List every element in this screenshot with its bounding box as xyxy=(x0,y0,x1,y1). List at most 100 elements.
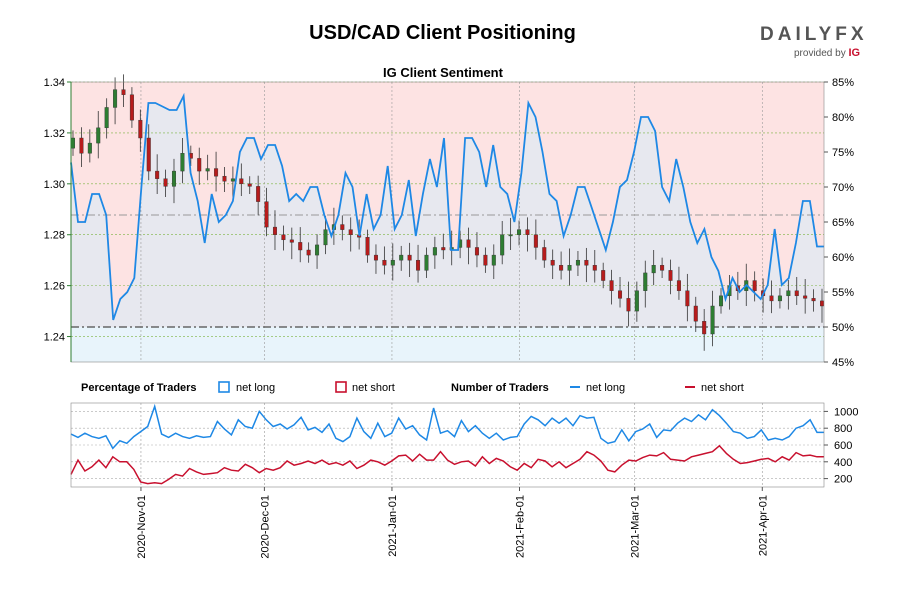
candle-body xyxy=(104,107,109,129)
price-panel-grid xyxy=(71,81,824,362)
candle-body xyxy=(651,265,656,274)
candle-body xyxy=(298,242,303,251)
candle-body xyxy=(533,234,538,248)
candle-body xyxy=(474,247,479,256)
candle-body xyxy=(79,137,84,154)
percent-tick-label: 50% xyxy=(832,322,854,334)
percent-tick-label: 70% xyxy=(832,182,854,194)
legend: Percentage of Traders net long net short… xyxy=(81,381,744,394)
date-tick-label: 2020-Dec-01 xyxy=(259,495,271,559)
candle-body xyxy=(146,137,151,172)
candle-body xyxy=(239,178,244,185)
candle-body xyxy=(668,270,673,281)
candle-body xyxy=(323,229,328,246)
candle-body xyxy=(525,229,530,235)
percent-tick-label: 65% xyxy=(832,217,854,229)
traders-tick-label: 600 xyxy=(834,440,852,452)
legend-number-title: Number of Traders xyxy=(451,382,549,394)
candle-body xyxy=(609,280,614,291)
traders-panel-grid xyxy=(71,403,824,487)
traders-tick-label: 800 xyxy=(834,423,852,435)
page-title: USD/CAD Client Positioning xyxy=(309,22,576,44)
candle-body xyxy=(618,290,623,299)
price-tick-label: 1.32 xyxy=(44,128,65,140)
candle-body xyxy=(171,170,176,187)
candle-body xyxy=(575,259,580,266)
net-short-zone xyxy=(71,327,824,362)
price-panel-title: IG Client Sentiment xyxy=(383,65,504,80)
date-axis: 2020-Nov-01 2020-Dec-01 2021-Jan-01 2021-Fe… xyxy=(136,487,769,559)
candle-body xyxy=(693,305,698,322)
candlestick-series xyxy=(70,74,825,351)
candle-body xyxy=(247,183,252,187)
candle-body xyxy=(601,270,606,281)
candle-body xyxy=(315,244,320,256)
candle-body xyxy=(634,290,639,312)
candle-body xyxy=(289,239,294,243)
candle-body xyxy=(432,247,437,256)
candle-body xyxy=(205,168,210,172)
candle-body xyxy=(660,265,665,271)
candle-body xyxy=(626,298,631,312)
candle-body xyxy=(483,254,488,266)
legend-pct-long-swatch xyxy=(218,381,230,393)
price-tick-label: 1.24 xyxy=(44,332,65,344)
date-tick-label: 2021-Mar-01 xyxy=(630,495,642,558)
candle-body xyxy=(769,295,774,302)
candle-body xyxy=(794,290,799,297)
brand-logo: DAILYFX provided by IG xyxy=(760,24,870,59)
candle-body xyxy=(550,259,555,266)
legend-percentage-title: Percentage of Traders xyxy=(81,382,197,394)
traders-axis-right: 200 400 600 800 1000 xyxy=(824,406,858,486)
candle-body xyxy=(407,254,412,261)
candle-body xyxy=(129,94,134,121)
candle-body xyxy=(382,259,387,266)
legend-num-short-label: net short xyxy=(701,382,744,394)
candle-body xyxy=(340,224,345,230)
candle-body xyxy=(643,272,648,291)
candle-body xyxy=(70,137,75,149)
price-tick-label: 1.30 xyxy=(44,179,65,191)
candle-body xyxy=(155,170,160,179)
candle-body xyxy=(348,229,353,235)
candle-body xyxy=(786,290,791,297)
candle-body xyxy=(491,254,496,266)
candle-body xyxy=(365,237,370,256)
candle-body xyxy=(121,89,126,95)
brand-name: DAILYFX xyxy=(760,24,868,45)
candle-body xyxy=(441,247,446,251)
candle-body xyxy=(197,158,202,172)
candle-body xyxy=(559,265,564,271)
candle-body xyxy=(811,298,816,302)
candle-body xyxy=(390,259,395,266)
candle-body xyxy=(676,280,681,291)
candle-body xyxy=(820,300,825,307)
legend-pct-short-label: net short xyxy=(352,382,395,394)
candle-body xyxy=(710,305,715,335)
net-long-traders-line xyxy=(70,403,824,450)
percent-tick-label: 55% xyxy=(832,287,854,299)
legend-num-long-label: net long xyxy=(586,382,625,394)
candle-body xyxy=(272,226,277,235)
reference-lines xyxy=(71,214,824,328)
candle-body xyxy=(752,280,757,291)
candle-body xyxy=(466,239,471,248)
candle-body xyxy=(399,254,404,261)
candle-body xyxy=(230,178,235,182)
candle-body xyxy=(592,265,597,271)
candle-body xyxy=(96,127,101,144)
price-axis-left: 1.24 1.26 1.28 1.30 1.32 1.34 xyxy=(44,77,72,362)
candle-body xyxy=(264,201,269,228)
candle-body xyxy=(256,186,261,202)
candle-body xyxy=(180,153,185,172)
brand-tagline: provided by IG xyxy=(794,47,861,59)
candle-body xyxy=(517,229,522,235)
candle-body xyxy=(584,259,589,266)
candle-body xyxy=(163,178,168,187)
candle-body xyxy=(685,290,690,307)
percent-tick-label: 80% xyxy=(832,112,854,124)
candle-body xyxy=(373,254,378,261)
legend-pct-short-swatch xyxy=(335,381,347,393)
candle-body xyxy=(306,249,311,256)
